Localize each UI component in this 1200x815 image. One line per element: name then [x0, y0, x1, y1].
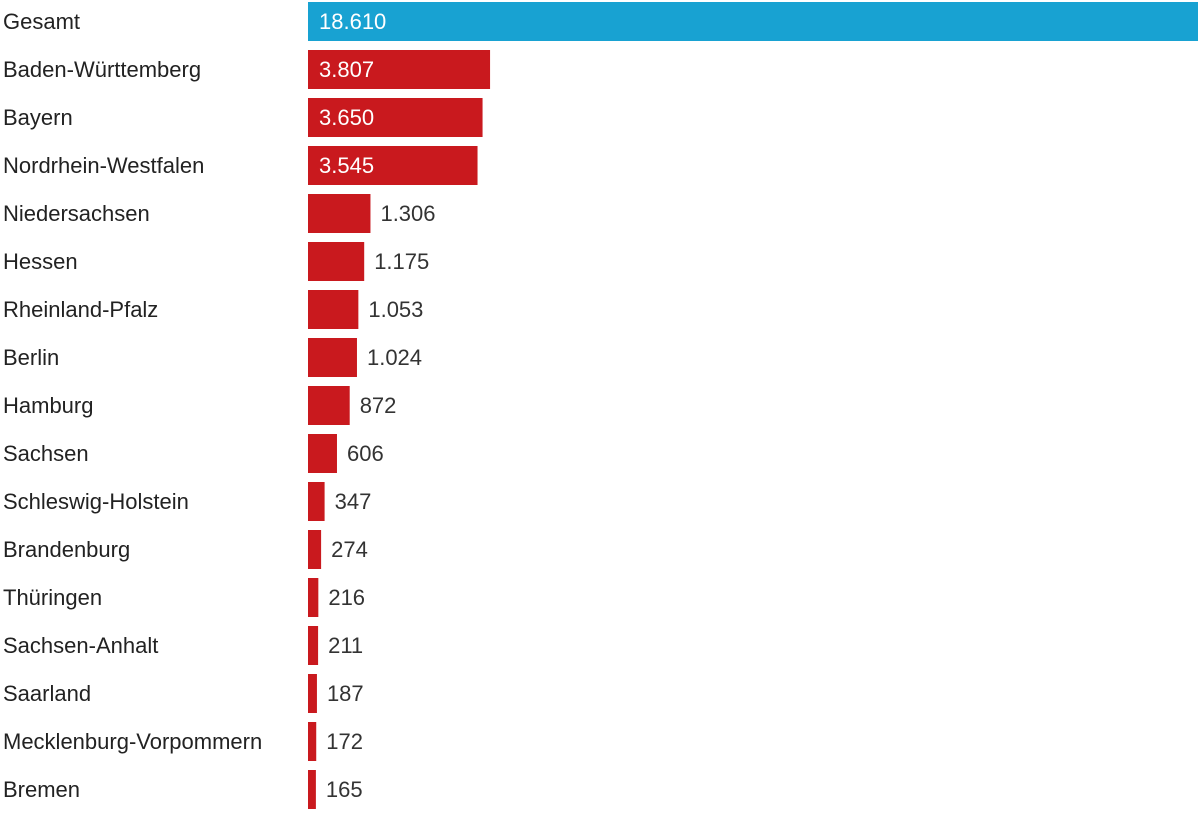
value-label: 274	[331, 537, 368, 562]
bar	[308, 338, 357, 377]
category-label: Saarland	[3, 681, 91, 706]
bar	[308, 386, 350, 425]
value-label: 216	[328, 585, 365, 610]
bar	[308, 434, 337, 473]
value-label: 1.306	[380, 201, 435, 226]
category-label: Gesamt	[3, 9, 80, 34]
category-label: Bremen	[3, 777, 80, 802]
bar	[308, 290, 359, 329]
bar	[308, 194, 371, 233]
value-label: 872	[360, 393, 397, 418]
value-label: 1.053	[368, 297, 423, 322]
value-label: 172	[326, 729, 363, 754]
value-label: 3.807	[319, 57, 374, 82]
value-label: 606	[347, 441, 384, 466]
category-label: Hessen	[3, 249, 78, 274]
bar	[308, 146, 478, 185]
value-label: 3.650	[319, 105, 374, 130]
value-label: 187	[327, 681, 364, 706]
bar	[308, 242, 365, 281]
category-label: Sachsen	[3, 441, 89, 466]
category-label: Brandenburg	[3, 537, 130, 562]
bar	[308, 98, 483, 137]
category-label: Mecklenburg-Vorpommern	[3, 729, 262, 754]
bar	[308, 722, 317, 761]
category-label: Thüringen	[3, 585, 102, 610]
bar	[308, 578, 319, 617]
value-label: 18.610	[319, 9, 386, 34]
value-label: 1.024	[367, 345, 422, 370]
category-label: Sachsen-Anhalt	[3, 633, 158, 658]
bar	[308, 674, 317, 713]
value-label: 347	[335, 489, 372, 514]
bar	[308, 626, 319, 665]
category-label: Hamburg	[3, 393, 93, 418]
bar	[308, 482, 325, 521]
category-label: Berlin	[3, 345, 59, 370]
value-label: 3.545	[319, 153, 374, 178]
bar	[308, 50, 491, 89]
category-label: Rheinland-Pfalz	[3, 297, 158, 322]
bar	[308, 530, 322, 569]
category-label: Baden-Württemberg	[3, 57, 201, 82]
value-label: 211	[328, 633, 363, 658]
value-label: 165	[326, 777, 363, 802]
bar	[308, 770, 316, 809]
category-label: Bayern	[3, 105, 73, 130]
category-label: Schleswig-Holstein	[3, 489, 189, 514]
category-label: Niedersachsen	[3, 201, 150, 226]
bar	[308, 2, 1198, 41]
value-label: 1.175	[374, 249, 429, 274]
category-label: Nordrhein-Westfalen	[3, 153, 204, 178]
